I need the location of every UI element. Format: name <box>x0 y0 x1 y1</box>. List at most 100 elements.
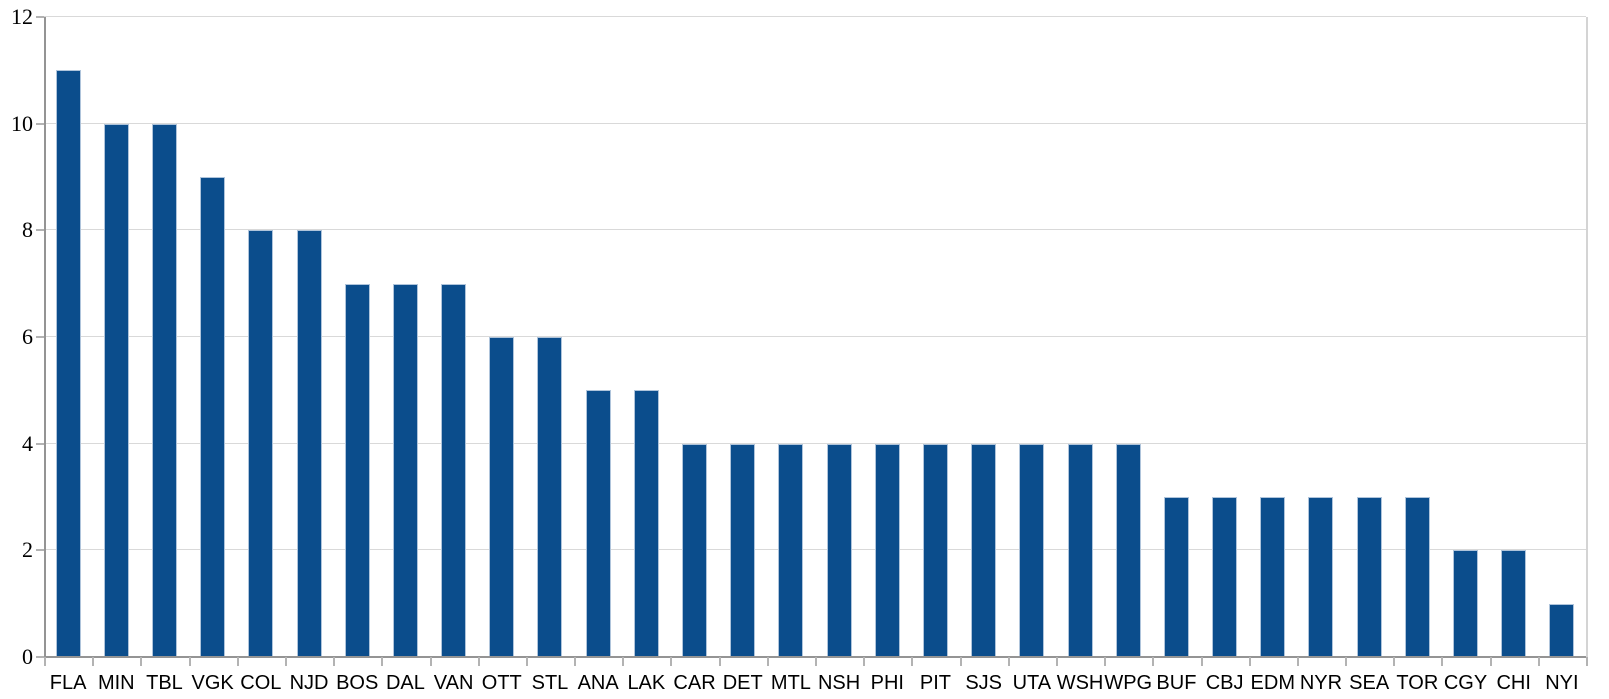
x-axis-label-CAR: CAR <box>673 672 716 694</box>
bar-CBJ <box>1212 497 1238 657</box>
x-tick-8 <box>429 657 432 666</box>
x-tick-23 <box>1152 657 1155 666</box>
x-tick-7 <box>381 657 384 666</box>
bar-LAK <box>633 390 659 657</box>
x-axis-label-EDM: EDM <box>1250 672 1295 694</box>
bar-NYR <box>1308 497 1334 657</box>
gridline-y-2 <box>44 549 1586 551</box>
gridline-y-8 <box>44 229 1586 231</box>
bar-BUF <box>1163 497 1189 657</box>
x-tick-2 <box>140 657 143 666</box>
x-axis-label-NSH: NSH <box>817 672 861 694</box>
y-axis-label-8: 8 <box>22 217 33 243</box>
x-axis-label-DAL: DAL <box>385 672 425 694</box>
y-axis-label-6: 6 <box>22 324 33 349</box>
bar-CAR <box>682 443 708 657</box>
x-tick-16 <box>815 657 817 666</box>
x-tick-31 <box>1537 657 1540 666</box>
bar-MIN <box>103 123 129 657</box>
x-axis-label-BOS: BOS <box>336 672 379 694</box>
x-tick-1 <box>92 657 95 666</box>
bar-MTL <box>778 443 804 657</box>
x-axis-label-STL: STL <box>531 672 569 694</box>
x-tick-10 <box>525 657 528 666</box>
x-tick-29 <box>1441 657 1444 666</box>
x-tick-5 <box>284 657 287 666</box>
x-tick-32 <box>1586 657 1588 666</box>
bar-DET <box>730 443 756 657</box>
gridline-y-12 <box>44 16 1586 17</box>
x-tick-11 <box>574 657 577 666</box>
x-tick-22 <box>1104 657 1107 666</box>
x-tick-19 <box>959 657 962 666</box>
bar-SEA <box>1356 497 1382 657</box>
x-tick-0 <box>44 657 46 666</box>
x-tick-12 <box>622 657 625 666</box>
x-tick-26 <box>1296 657 1299 666</box>
x-tick-18 <box>911 657 914 666</box>
x-axis-label-DET: DET <box>722 672 763 694</box>
bar-NJD <box>296 230 322 657</box>
y-tick-12 <box>36 16 44 18</box>
x-axis-label-NYI: NYI <box>1545 672 1579 694</box>
x-axis-label-LAK: LAK <box>627 672 666 694</box>
bar-PHI <box>874 443 900 657</box>
x-axis-label-TOR: TOR <box>1396 672 1439 694</box>
bar-NSH <box>826 443 852 657</box>
bar-OTT <box>489 337 515 657</box>
bar-WSH <box>1067 443 1093 657</box>
x-tick-15 <box>766 657 769 666</box>
y-tick-0 <box>36 656 44 658</box>
bar-ANA <box>585 390 611 657</box>
x-tick-3 <box>188 657 191 666</box>
x-axis-label-SJS: SJS <box>965 672 1002 694</box>
x-axis-label-PHI: PHI <box>870 672 904 694</box>
x-axis-label-FLA: FLA <box>49 672 87 694</box>
x-tick-27 <box>1345 657 1348 666</box>
x-axis-label-CGY: CGY <box>1443 672 1488 694</box>
gridline-y-4 <box>44 442 1586 444</box>
x-axis-label-CBJ: CBJ <box>1205 672 1244 694</box>
bar-DAL <box>392 283 418 657</box>
x-tick-9 <box>477 657 480 666</box>
x-tick-14 <box>718 657 721 666</box>
x-axis-label-UTA: UTA <box>1012 672 1052 694</box>
bar-CHI <box>1501 550 1527 657</box>
y-axis-label-12: 12 <box>11 4 33 29</box>
x-axis-label-COL: COL <box>240 672 282 694</box>
plot-right-border <box>1586 17 1588 657</box>
x-tick-13 <box>670 657 673 666</box>
gridline-y-10 <box>44 122 1586 124</box>
x-axis-label-WPG: WPG <box>1104 672 1153 694</box>
bar-FLA <box>55 70 81 657</box>
x-tick-20 <box>1007 657 1010 666</box>
bar-UTA <box>1019 443 1045 657</box>
bar-VGK <box>200 177 226 657</box>
bar-COL <box>248 230 274 657</box>
x-tick-4 <box>236 657 239 666</box>
y-tick-10 <box>36 122 44 125</box>
x-tick-24 <box>1200 657 1203 666</box>
x-axis-label-MIN: MIN <box>97 672 135 694</box>
y-axis-label-10: 10 <box>11 110 33 136</box>
y-axis-line <box>44 17 46 657</box>
bar-SJS <box>971 443 997 657</box>
bar-BOS <box>344 283 370 657</box>
x-tick-21 <box>1055 657 1058 666</box>
x-axis-label-WSH: WSH <box>1056 672 1104 694</box>
gridline-y-6 <box>44 336 1586 337</box>
y-tick-8 <box>36 229 44 232</box>
x-axis-label-VGK: VGK <box>191 672 234 694</box>
y-axis-label-0: 0 <box>22 644 33 669</box>
y-tick-4 <box>36 442 44 445</box>
bar-NYI <box>1549 603 1575 657</box>
bar-EDM <box>1260 497 1286 657</box>
x-axis-label-ANA: ANA <box>577 672 619 694</box>
bar-PIT <box>922 443 948 657</box>
bar-VAN <box>441 283 467 657</box>
bar-CGY <box>1453 550 1479 657</box>
x-tick-6 <box>333 657 336 666</box>
x-axis-label-MTL: MTL <box>770 672 811 694</box>
x-tick-30 <box>1489 657 1492 666</box>
